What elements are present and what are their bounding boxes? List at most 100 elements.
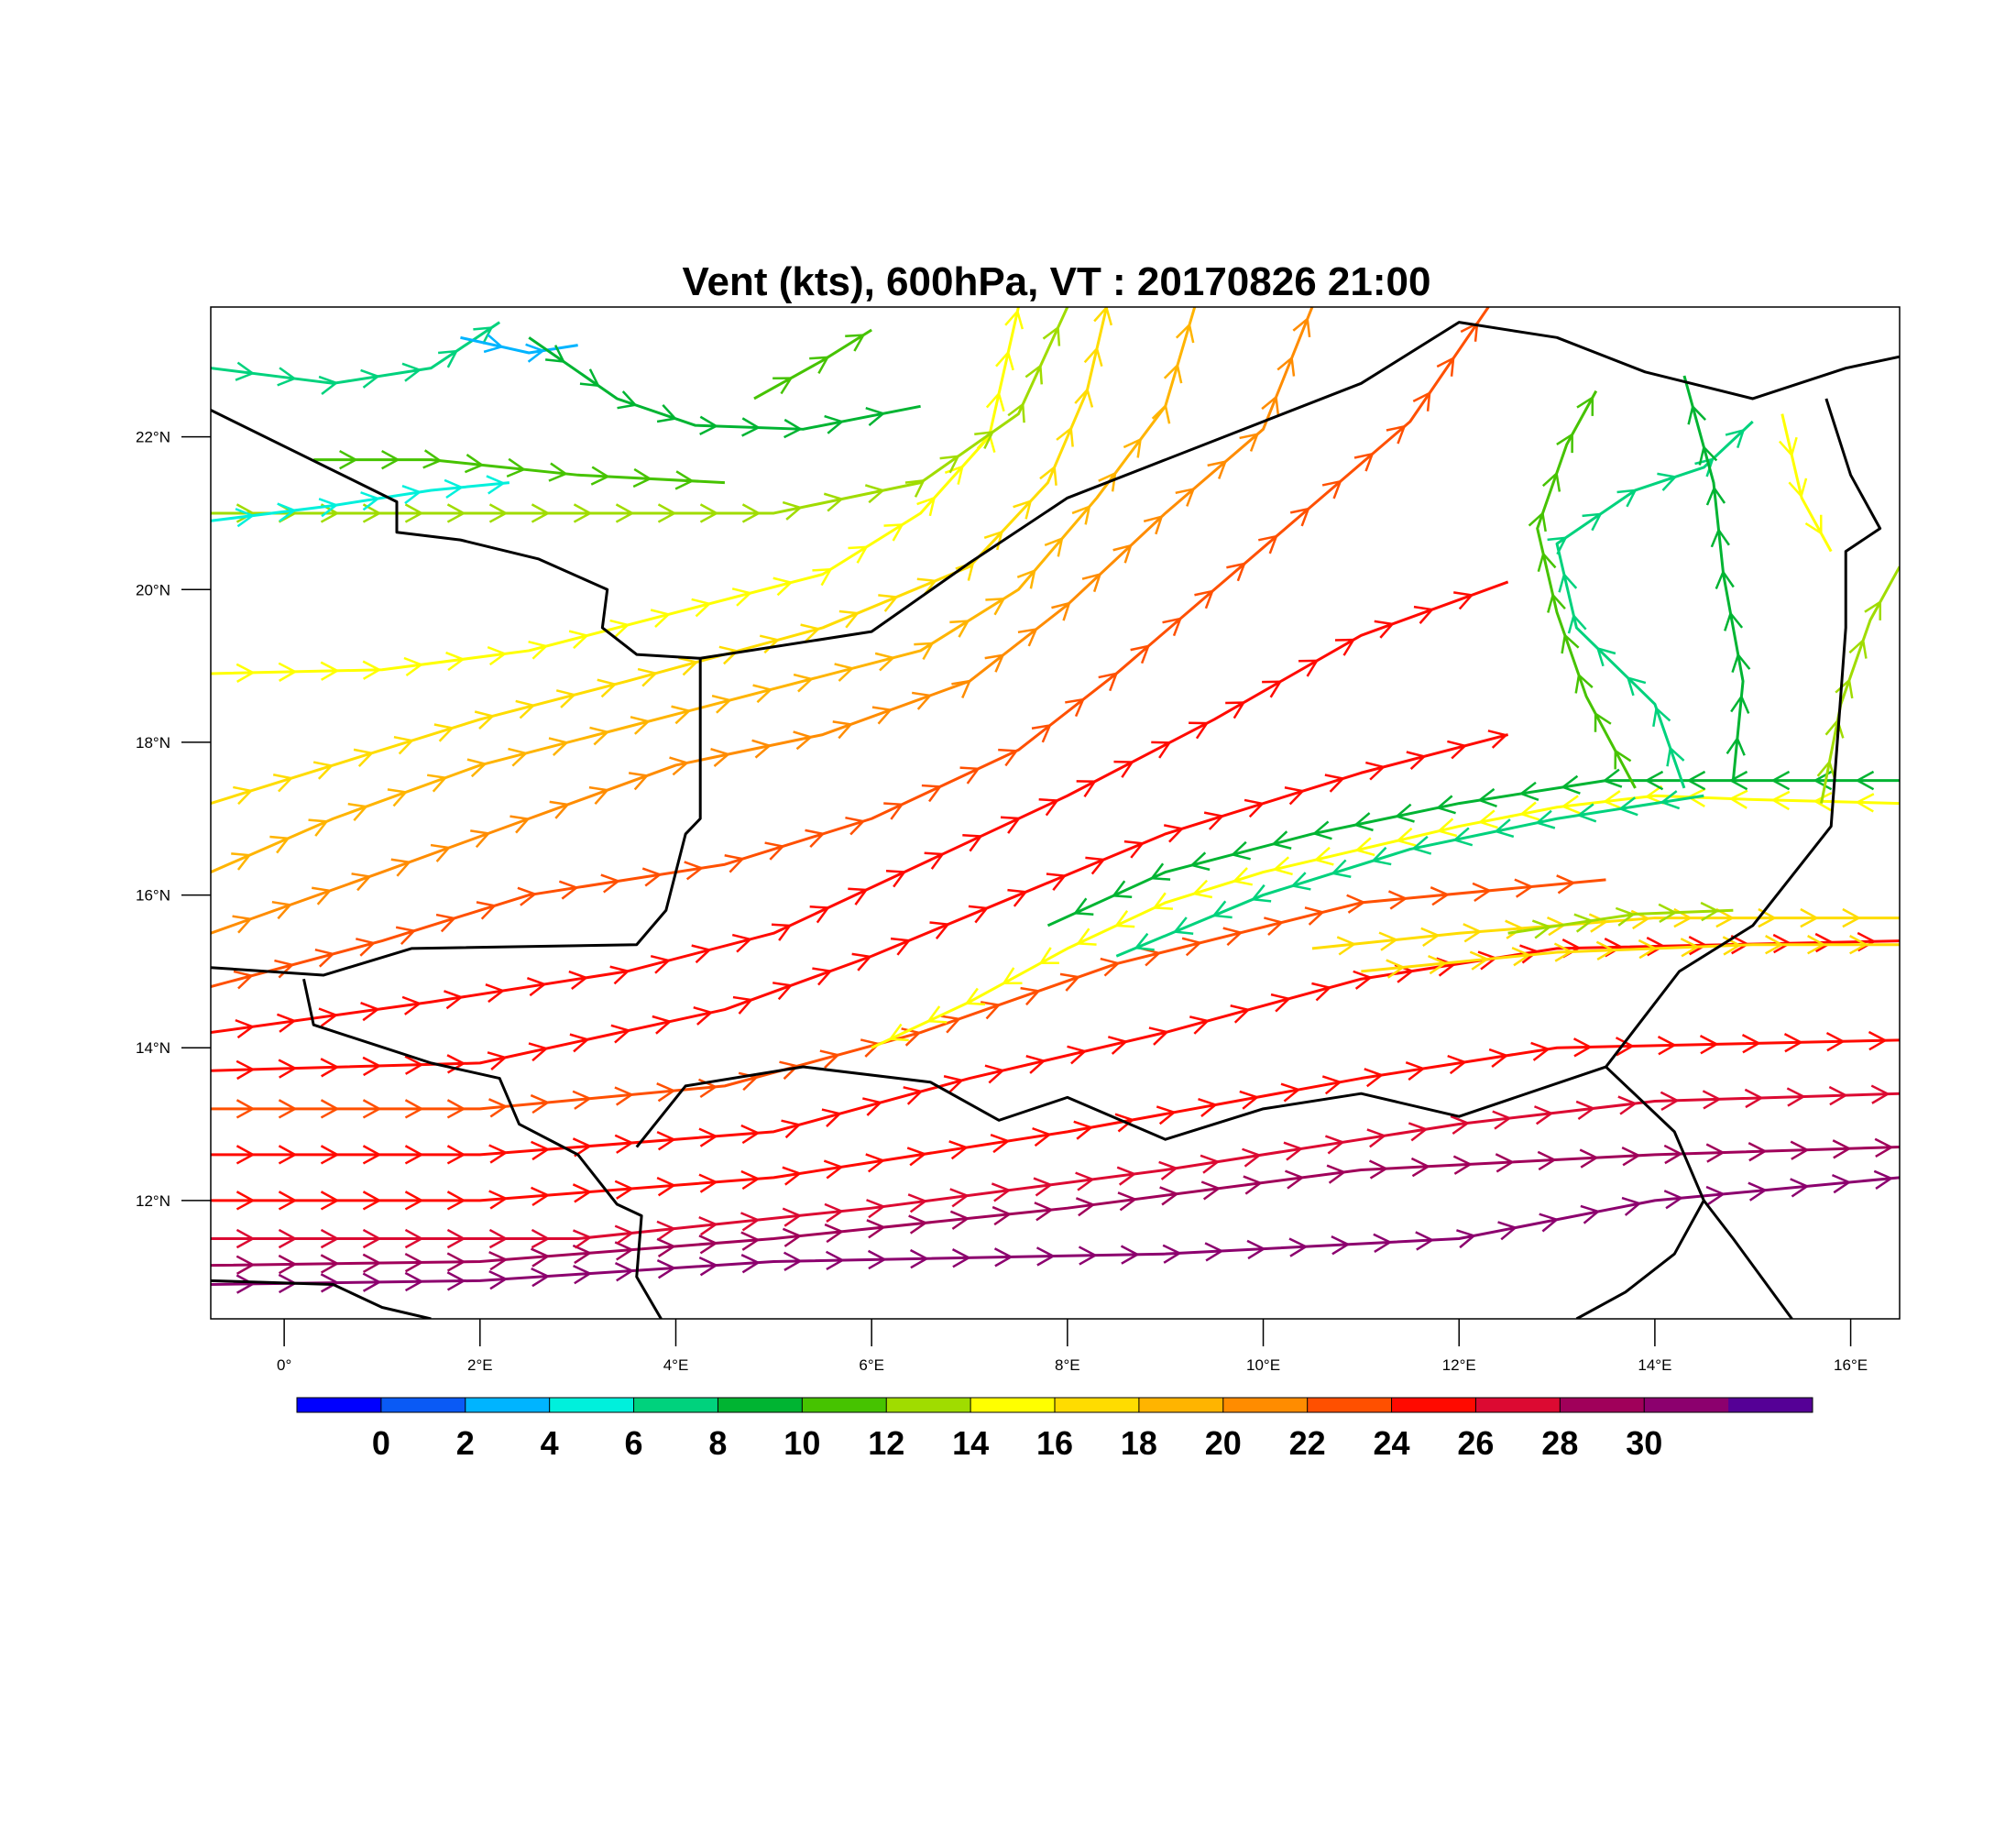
colorbar-label: 4 [541, 1424, 559, 1462]
x-tick-label: 16°E [1834, 1356, 1868, 1374]
wind-arrow [1020, 986, 1041, 1006]
wind-arrow [1149, 862, 1171, 881]
wind-arrow [1413, 605, 1435, 624]
wind-arrow [320, 1191, 340, 1211]
wind-arrow [433, 723, 455, 742]
wind-arrow [236, 1191, 256, 1211]
wind-arrow [890, 937, 912, 956]
wind-arrow [1547, 592, 1566, 613]
wind-arrow [614, 1224, 635, 1245]
colorbar-swatch [1644, 1398, 1729, 1412]
wind-arrow [650, 609, 672, 628]
wind-arrow [1181, 937, 1202, 957]
wind-arrow [568, 630, 590, 650]
country-border [211, 1279, 432, 1319]
wind-arrow [615, 503, 635, 523]
wind-arrow [1705, 485, 1726, 506]
wind-arrow [782, 1207, 803, 1227]
wind-arrow [488, 1269, 509, 1290]
wind-arrow [1595, 940, 1616, 961]
wind-arrow [404, 1099, 424, 1119]
wind-arrow [883, 523, 904, 542]
wind-arrow [641, 867, 663, 887]
colorbar-label: 18 [1121, 1424, 1157, 1462]
wind-arrow [1324, 774, 1345, 793]
wind-arrow [764, 841, 785, 861]
wind-arrow [1113, 910, 1135, 928]
wind-arrow [1336, 936, 1357, 956]
wind-arrow [1073, 897, 1094, 916]
wind-arrow [955, 561, 975, 581]
wind-arrow [572, 1183, 593, 1203]
wind-arrow [883, 802, 904, 820]
wind-arrow [834, 663, 855, 682]
wind-arrow [1262, 680, 1283, 698]
wind-arrow [1304, 906, 1325, 926]
wind-arrow [272, 774, 294, 793]
wind-arrow [1175, 487, 1196, 507]
wind-arrow [445, 651, 466, 672]
wind-arrow [1574, 673, 1594, 694]
wind-arrow [362, 1253, 382, 1273]
wind-arrow [1366, 1128, 1387, 1148]
colorbar-swatch [549, 1398, 635, 1412]
wind-arrow [1556, 874, 1576, 895]
wind-arrow [1488, 1048, 1509, 1068]
wind-arrow [698, 1215, 718, 1236]
wind-arrow [573, 503, 593, 523]
wind-arrow [318, 1007, 339, 1027]
x-tick-label: 0° [277, 1356, 291, 1374]
wind-arrow [1855, 770, 1875, 791]
colorbar-label: 28 [1541, 1424, 1578, 1462]
colorbar-label: 6 [625, 1424, 643, 1462]
wind-arrow [597, 678, 618, 698]
wind-arrow [1561, 795, 1581, 815]
wind-arrow [865, 407, 886, 426]
wind-arrow [1313, 846, 1334, 866]
wind-arrow [732, 995, 754, 1015]
wind-arrow [845, 816, 866, 836]
wind-arrow [1046, 873, 1068, 891]
streamline [211, 321, 501, 395]
wind-arrow [1143, 515, 1164, 535]
wind-arrow [1604, 938, 1624, 958]
wind-arrow [1477, 809, 1498, 829]
wind-arrow [1617, 1095, 1638, 1115]
wind-arrow [1495, 1153, 1515, 1173]
wind-arrow [1539, 1213, 1560, 1233]
wind-arrow [517, 886, 538, 906]
wind-arrow [446, 1099, 466, 1119]
wind-arrow [1194, 589, 1215, 609]
wind-arrow [1130, 644, 1151, 664]
wind-arrow [805, 829, 826, 849]
wind-arrow [678, 656, 699, 676]
wind-arrow [1230, 1004, 1251, 1024]
wind-arrow [446, 1271, 466, 1291]
wind-arrow [751, 739, 772, 759]
wind-arrow [528, 640, 549, 660]
wind-arrow [1816, 759, 1836, 780]
wind-arrow [487, 645, 508, 666]
wind-arrow [1698, 445, 1718, 466]
wind-arrow [752, 684, 773, 704]
wind-arrow [1494, 818, 1515, 839]
wind-arrow [921, 784, 943, 803]
country-border [1703, 1199, 1793, 1319]
streamline [1507, 901, 1734, 939]
wind-arrow [824, 414, 845, 434]
wind-arrow [1616, 488, 1638, 508]
wind-arrow [1705, 1185, 1726, 1206]
wind-arrow [866, 1219, 886, 1239]
wind-arrow [470, 829, 491, 849]
wind-arrow [572, 1244, 593, 1265]
wind-arrow [823, 492, 844, 512]
wind-arrow [1528, 510, 1547, 532]
wind-arrow [474, 710, 496, 730]
wind-arrow [824, 1223, 845, 1244]
wind-arrow [362, 1272, 382, 1292]
wind-arrow [980, 1001, 1002, 1020]
wind-arrow [1857, 931, 1877, 952]
wind-arrow [1744, 1088, 1764, 1109]
wind-arrow [772, 982, 794, 1001]
